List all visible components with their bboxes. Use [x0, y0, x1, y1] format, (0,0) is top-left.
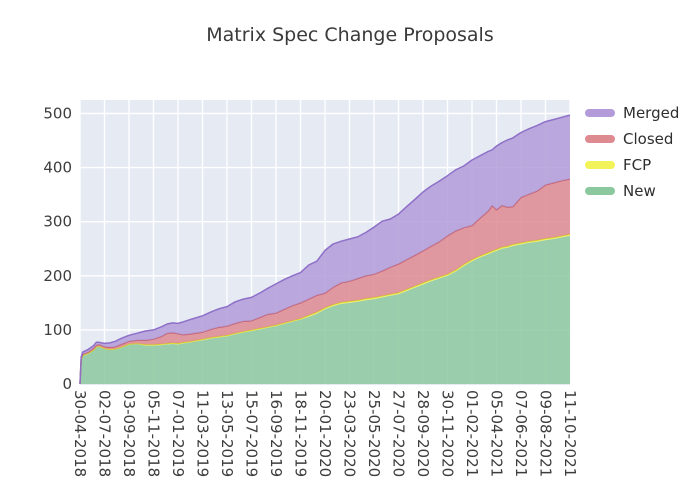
legend-label-new: New — [623, 182, 656, 200]
area-merged — [80, 115, 570, 384]
legend-item-closed: Closed — [585, 130, 679, 148]
x-tick-label: 03-09-2018 — [120, 390, 138, 477]
y-tick-label: 400 — [43, 159, 72, 177]
x-tick-label: 11-10-2021 — [561, 390, 579, 477]
legend: Merged Closed FCP New — [585, 104, 680, 200]
x-tick-label: 30-11-2020 — [439, 390, 457, 477]
y-tick-label: 200 — [43, 267, 72, 285]
legend-label-merged: Merged — [623, 104, 680, 122]
legend-item-merged: Merged — [585, 104, 680, 122]
chart-title: Matrix Spec Change Proposals — [206, 24, 494, 46]
x-tick-label: 23-03-2020 — [341, 390, 359, 477]
legend-item-fcp: FCP — [585, 156, 679, 174]
x-tick-label: 20-01-2020 — [316, 390, 334, 477]
x-tick-label: 07-01-2019 — [169, 390, 187, 477]
x-tick-label: 25-05-2020 — [365, 390, 383, 477]
y-tick-label: 0 — [62, 375, 72, 393]
x-tick-label: 28-09-2020 — [414, 390, 432, 477]
legend-swatch-closed — [585, 135, 615, 143]
x-tick-label: 16-09-2019 — [267, 390, 285, 477]
x-tick-label: 27-07-2020 — [390, 390, 408, 477]
x-tick-label: 02-07-2018 — [96, 390, 114, 477]
legend-item-new: New — [585, 182, 679, 200]
x-tick-label: 05-04-2021 — [488, 390, 506, 477]
x-tick-label: 07-06-2021 — [512, 390, 530, 477]
x-tick-label: 05-11-2018 — [145, 390, 163, 477]
area-edge-merged — [79, 114, 571, 385]
y-tick-label: 500 — [43, 105, 72, 123]
legend-swatch-merged — [585, 109, 615, 117]
area-fcp — [80, 234, 570, 384]
x-tick-label: 09-08-2021 — [537, 390, 555, 477]
x-tick-label: 30-04-2018 — [71, 390, 89, 477]
x-tick-label: 11-03-2019 — [194, 390, 212, 477]
legend-swatch-fcp — [585, 161, 615, 169]
y-tick-label: 100 — [43, 321, 72, 339]
legend-swatch-new — [585, 187, 615, 195]
x-tick-label: 18-11-2019 — [292, 390, 310, 477]
x-tick-label: 13-05-2019 — [218, 390, 236, 477]
y-tick-label: 300 — [43, 213, 72, 231]
legend-label-fcp: FCP — [623, 156, 652, 174]
legend-label-closed: Closed — [623, 130, 674, 148]
x-tick-label: 15-07-2019 — [243, 390, 261, 477]
x-tick-label: 01-02-2021 — [463, 390, 481, 477]
area-new — [80, 235, 570, 384]
